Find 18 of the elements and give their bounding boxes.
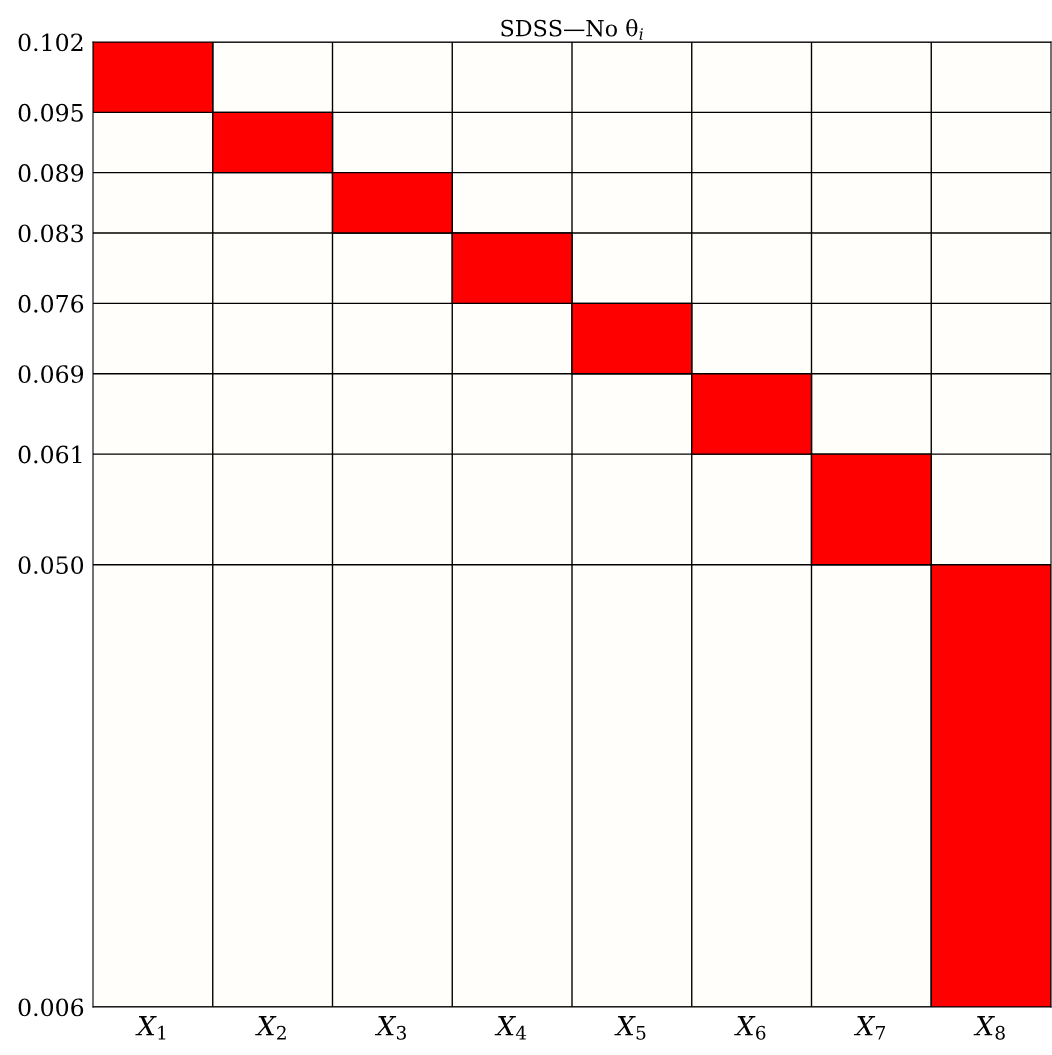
x-tick-label: X$_{5}$ [614,1016,646,1040]
y-tick-label: 0.083 [18,224,83,243]
y-tick-label: 0.076 [18,294,84,313]
y-tick-label: 0.061 [18,445,82,464]
x-tick-label: X$_{4}$ [494,1016,527,1040]
x-tick-label: X$_{7}$ [853,1016,885,1040]
chart-title: SDSS—No θ$_{i}$ [501,19,643,40]
y-tick-label: 0.069 [18,365,84,384]
x-tick-label: X$_{1}$ [135,1016,166,1040]
y-tick-label: 0.089 [18,164,84,182]
y-tick-label: 0.006 [18,998,84,1017]
y-tick-label: 0.102 [18,33,83,52]
y-tick-label: 0.050 [18,556,84,575]
x-tick-label: X$_{6}$ [734,1016,766,1040]
x-tick-label: X$_{3}$ [374,1016,406,1040]
y-tick-label: 0.095 [18,103,83,122]
x-tick-label: X$_{2}$ [255,1016,286,1040]
x-tick-label: X$_{8}$ [973,1016,1005,1040]
